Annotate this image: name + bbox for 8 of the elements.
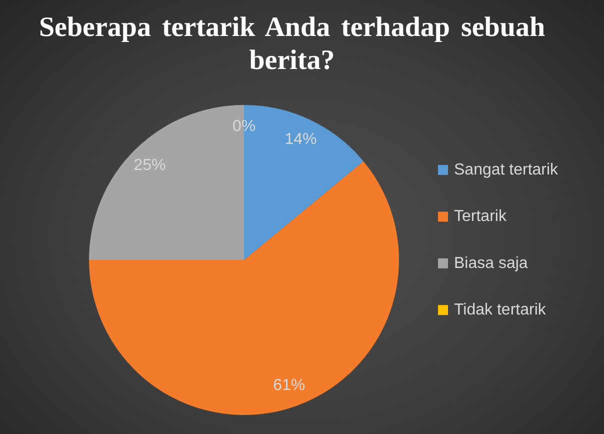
text: 0% bbox=[232, 118, 256, 136]
legend-label: Tertarik bbox=[454, 208, 508, 226]
chart-title: Seberapa tertarik Anda terhadap sebuah berita? bbox=[38, 11, 546, 77]
legend-label: Biasa saja bbox=[454, 254, 528, 272]
data-label: 14% bbox=[284, 130, 317, 148]
data-label: 61% bbox=[273, 376, 306, 394]
legend-label: Sangat tertarik bbox=[454, 161, 560, 178]
legend-label: Tidak tertarik bbox=[454, 301, 547, 318]
